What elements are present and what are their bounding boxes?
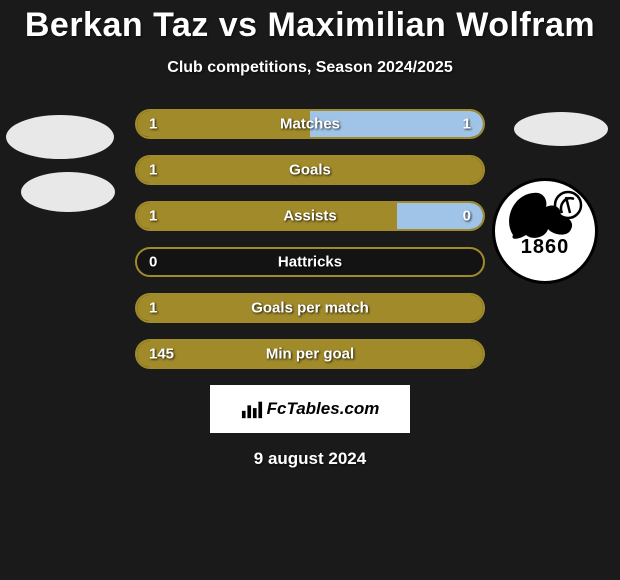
- stat-row-gpm: 1 Goals per match: [135, 293, 485, 323]
- stat-value-left: 145: [149, 346, 174, 363]
- stat-label: Assists: [283, 208, 336, 225]
- stat-value-right: 1: [463, 116, 471, 133]
- stat-row-goals: 1 Goals: [135, 155, 485, 185]
- stat-value-left: 1: [149, 116, 157, 133]
- page-title: Berkan Taz vs Maximilian Wolfram: [0, 0, 620, 45]
- stat-label: Goals per match: [251, 300, 369, 317]
- subtitle: Club competitions, Season 2024/2025: [0, 59, 620, 77]
- stat-value-left: 1: [149, 208, 157, 225]
- stat-value-left: 1: [149, 300, 157, 317]
- fctables-badge[interactable]: FcTables.com: [210, 385, 410, 433]
- bar-chart-icon: [241, 399, 263, 419]
- player1-badge-2: [13, 165, 123, 219]
- stat-value-left: 1: [149, 162, 157, 179]
- stat-value-right: 0: [463, 208, 471, 225]
- stat-label: Matches: [280, 116, 340, 133]
- stat-row-matches: 1 Matches 1: [135, 109, 485, 139]
- date-label: 9 august 2024: [0, 449, 620, 469]
- stat-row-hattricks: 0 Hattricks: [135, 247, 485, 277]
- stat-label: Min per goal: [266, 346, 354, 363]
- player1-badge-1: [5, 110, 115, 164]
- player2-badge-1: [514, 112, 608, 146]
- stat-row-assists: 1 Assists 0: [135, 201, 485, 231]
- stat-label: Hattricks: [278, 254, 342, 271]
- stat-label: Goals: [289, 162, 331, 179]
- stat-row-mpg: 145 Min per goal: [135, 339, 485, 369]
- stat-fill-left: [137, 203, 397, 229]
- stat-value-left: 0: [149, 254, 157, 271]
- fctables-label: FcTables.com: [267, 399, 380, 419]
- club-logo: 1860: [492, 178, 598, 284]
